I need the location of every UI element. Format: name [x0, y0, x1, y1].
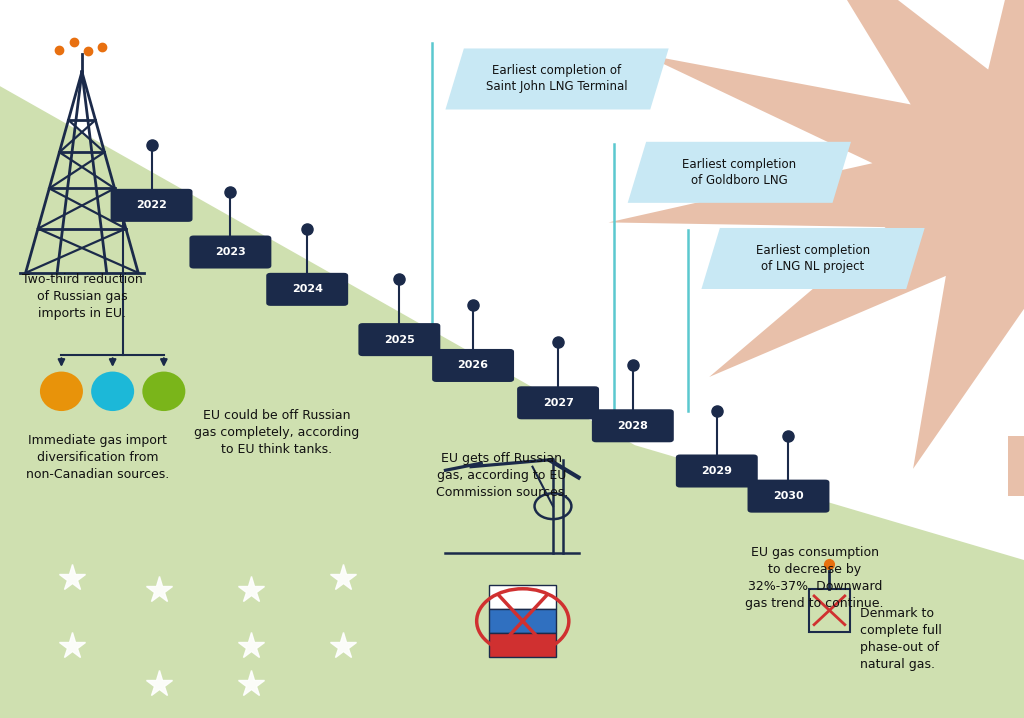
Bar [809, 589, 850, 632]
Text: Immediate gas import
diversification from
non-Canadian sources.: Immediate gas import diversification fro… [26, 434, 169, 481]
Text: 2026: 2026 [458, 360, 488, 370]
Text: EU could be off Russian
gas completely, according
to EU think tanks.: EU could be off Russian gas completely, … [194, 409, 359, 456]
FancyBboxPatch shape [517, 386, 599, 419]
Text: 2027: 2027 [543, 398, 573, 408]
FancyBboxPatch shape [432, 349, 514, 382]
FancyBboxPatch shape [748, 480, 829, 513]
FancyBboxPatch shape [189, 236, 271, 269]
Polygon shape [445, 49, 669, 109]
Ellipse shape [142, 372, 185, 411]
Bar [489, 609, 556, 633]
Text: Earliest completion of
Saint John LNG Terminal: Earliest completion of Saint John LNG Te… [486, 65, 628, 93]
Ellipse shape [91, 372, 134, 411]
Text: Earliest completion
of Goldboro LNG: Earliest completion of Goldboro LNG [682, 158, 797, 187]
Polygon shape [608, 0, 1024, 469]
Text: 2025: 2025 [384, 335, 415, 345]
Text: 2030: 2030 [773, 491, 804, 501]
Polygon shape [628, 141, 851, 203]
FancyBboxPatch shape [592, 409, 674, 442]
Bar [489, 585, 556, 609]
Polygon shape [701, 228, 925, 289]
Polygon shape [1009, 436, 1024, 496]
FancyBboxPatch shape [676, 454, 758, 488]
FancyBboxPatch shape [266, 273, 348, 306]
Text: 2024: 2024 [292, 284, 323, 294]
FancyBboxPatch shape [111, 189, 193, 222]
Text: Denmark to
complete full
phase-out of
natural gas.: Denmark to complete full phase-out of na… [860, 607, 942, 671]
Text: Two-third reduction
of Russian gas
imports in EU.: Two-third reduction of Russian gas impor… [22, 273, 142, 320]
Text: 2022: 2022 [136, 200, 167, 210]
Polygon shape [0, 86, 1024, 718]
Bar [489, 633, 556, 657]
FancyBboxPatch shape [358, 323, 440, 356]
Ellipse shape [40, 372, 83, 411]
Text: 2029: 2029 [701, 466, 732, 476]
Text: Earliest completion
of LNG NL project: Earliest completion of LNG NL project [756, 244, 870, 273]
Text: 2028: 2028 [617, 421, 648, 431]
Text: EU gets off Russian
gas, according to EU
Commission sources.: EU gets off Russian gas, according to EU… [435, 452, 568, 499]
Text: 2023: 2023 [215, 247, 246, 257]
Text: EU gas consumption
to decrease by
32%-37%. Downward
gas trend to continue.: EU gas consumption to decrease by 32%-37… [745, 546, 884, 610]
